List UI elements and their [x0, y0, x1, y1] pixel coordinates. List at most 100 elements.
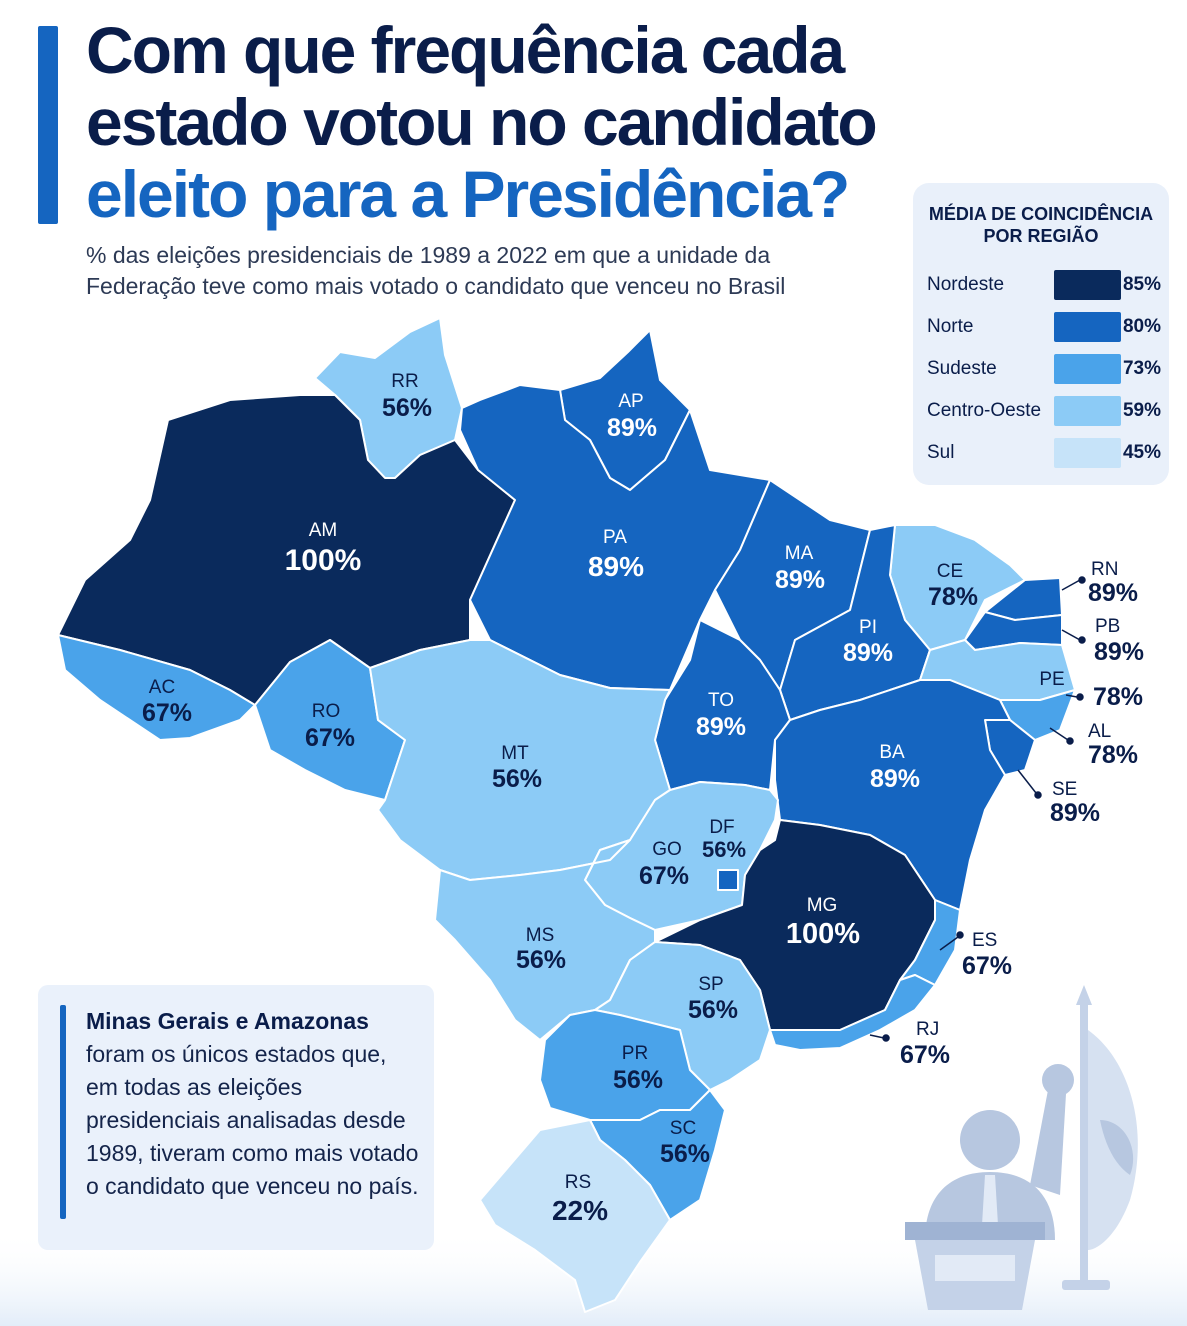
label-pa-abbr: PA: [603, 527, 627, 548]
legend-item-value: 45%: [1122, 442, 1161, 463]
label-se-abbr: SE: [1052, 779, 1077, 800]
label-al-value: 78%: [1088, 741, 1138, 769]
label-es-abbr: ES: [972, 930, 997, 951]
label-rj-value: 67%: [900, 1041, 950, 1069]
state-DF[interactable]: [717, 869, 739, 891]
legend-swatch: [1054, 312, 1121, 342]
note-text: Minas Gerais e Amazonas foram os únicos …: [86, 1005, 422, 1203]
legend-item-nordeste: Nordeste 85%: [927, 270, 1163, 300]
label-rr-value: 56%: [382, 394, 432, 422]
label-mt-abbr: MT: [501, 743, 529, 764]
label-rn-value: 89%: [1088, 579, 1138, 607]
label-df-value: 56%: [702, 837, 746, 862]
title-accent-bar: [38, 26, 58, 224]
label-sc-abbr: SC: [670, 1118, 696, 1139]
leader-line-es: [939, 936, 959, 951]
label-ce-abbr: CE: [937, 561, 963, 582]
legend-title-line-1: MÉDIA DE COINCIDÊNCIA: [928, 204, 1154, 224]
label-to-abbr: TO: [708, 690, 734, 711]
state-labels: RR 56% AP 89% AM 100% PA 89% MA 89% CE 7…: [142, 371, 1144, 1226]
legend-item-label: Norte: [927, 316, 974, 337]
label-pr-value: 56%: [613, 1066, 663, 1094]
label-ms-abbr: MS: [526, 925, 555, 946]
label-mg-value: 100%: [786, 918, 860, 950]
label-ap-abbr: AP: [618, 391, 643, 412]
label-al-abbr: AL: [1088, 721, 1111, 742]
legend-item-label: Sudeste: [927, 358, 997, 379]
subtitle: % das eleições presidenciais de 1989 a 2…: [86, 242, 786, 299]
leader-line-rn: [1061, 579, 1081, 591]
label-ce-value: 78%: [928, 583, 978, 611]
label-ac-value: 67%: [142, 699, 192, 727]
label-ma-value: 89%: [775, 566, 825, 594]
region-legend: MÉDIA DE COINCIDÊNCIA POR REGIÃO Nordest…: [913, 183, 1169, 485]
label-pb-value: 89%: [1094, 638, 1144, 666]
leader-dot-rj: [882, 1034, 890, 1042]
label-rs-abbr: RS: [565, 1172, 591, 1193]
label-ap-value: 89%: [607, 414, 657, 442]
legend-swatch: [1054, 396, 1121, 426]
label-am-abbr: AM: [309, 520, 338, 541]
label-rr-abbr: RR: [391, 371, 418, 392]
state-MS[interactable]: [434, 839, 656, 1041]
legend-swatch: [1054, 354, 1121, 384]
legend-item-norte: Norte 80%: [927, 312, 1163, 342]
legend-item-sudeste: Sudeste 73%: [927, 354, 1163, 384]
leader-dot-es: [956, 931, 964, 939]
label-pi-value: 89%: [843, 639, 893, 667]
legend-swatch: [1054, 270, 1121, 300]
note-accent-bar: [60, 1005, 66, 1219]
label-ac-abbr: AC: [149, 677, 175, 698]
note-bold: Minas Gerais e Amazonas: [86, 1008, 369, 1034]
label-se-value: 89%: [1050, 799, 1100, 827]
label-mt-value: 56%: [492, 765, 542, 793]
legend-item-value: 73%: [1122, 358, 1161, 379]
label-mg-abbr: MG: [807, 895, 838, 916]
label-df-abbr: DF: [709, 817, 734, 838]
title-line-3: eleito para a Presidência?: [86, 157, 850, 231]
label-pa-value: 89%: [588, 551, 644, 582]
leader-line-rj: [869, 1034, 885, 1039]
label-go-abbr: GO: [652, 839, 682, 860]
label-pe-value: 78%: [1093, 683, 1143, 711]
leader-dot-rn: [1078, 576, 1086, 584]
label-rj-abbr: RJ: [916, 1019, 939, 1040]
legend-item-value: 85%: [1122, 274, 1161, 295]
state-RJ[interactable]: [769, 974, 936, 1051]
legend-item-sul: Sul 45%: [927, 438, 1163, 468]
legend-item-label: Centro-Oeste: [927, 400, 1042, 421]
label-ba-abbr: BA: [879, 742, 905, 763]
leader-dot-pe: [1076, 693, 1084, 701]
label-sp-value: 56%: [688, 996, 738, 1024]
state-AC[interactable]: [57, 634, 256, 741]
label-ma-abbr: MA: [785, 543, 814, 564]
label-am-value: 100%: [285, 544, 362, 577]
legend-item-value: 59%: [1122, 400, 1161, 421]
legend-item-value: 80%: [1122, 316, 1161, 337]
page-title: Com que frequência cada estado votou no …: [86, 14, 878, 231]
note-body: foram os únicos estados que, em todas as…: [86, 1041, 419, 1199]
legend-item-centro-oeste: Centro-Oeste 59%: [927, 396, 1163, 426]
leader-dot-pb: [1078, 636, 1086, 644]
leader-line-al: [1049, 727, 1069, 741]
legend-title: MÉDIA DE COINCIDÊNCIA POR REGIÃO: [913, 203, 1169, 247]
legend-title-line-2: POR REGIÃO: [983, 226, 1099, 246]
label-sp-abbr: SP: [698, 974, 723, 995]
label-rs-value: 22%: [552, 1195, 608, 1226]
politician-at-podium-icon: [905, 985, 1138, 1310]
legend-swatch: [1054, 438, 1121, 468]
label-ms-value: 56%: [516, 946, 566, 974]
label-pe-abbr: PE: [1039, 669, 1064, 690]
label-pr-abbr: PR: [622, 1043, 648, 1064]
state-RS[interactable]: [479, 1119, 671, 1313]
label-es-value: 67%: [962, 952, 1012, 980]
label-pi-abbr: PI: [859, 617, 877, 638]
label-ro-abbr: RO: [312, 701, 341, 722]
label-sc-value: 56%: [660, 1140, 710, 1168]
label-ba-value: 89%: [870, 765, 920, 793]
label-ro-value: 67%: [305, 724, 355, 752]
legend-item-label: Sul: [927, 442, 955, 463]
legend-item-label: Nordeste: [927, 274, 1005, 295]
title-line-2: estado votou no candidato: [86, 85, 878, 159]
